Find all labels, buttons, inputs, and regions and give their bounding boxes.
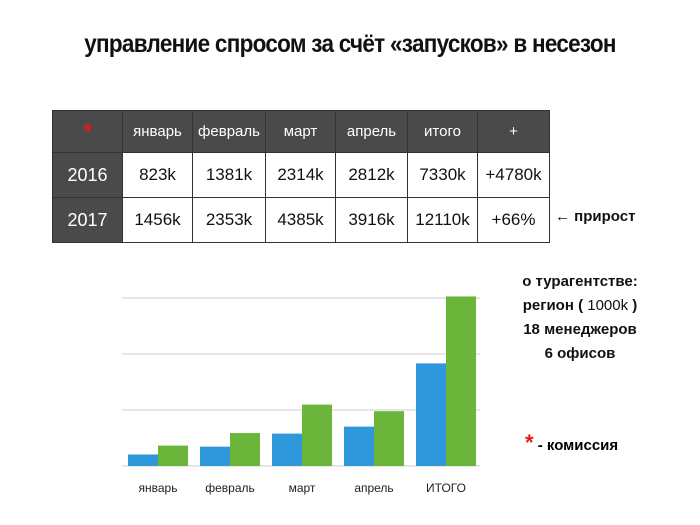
cell: +4780k (477, 152, 550, 198)
asterisk: * (525, 430, 534, 455)
region-close: ) (632, 297, 638, 314)
bar (128, 454, 158, 466)
year-cell: 2017 (52, 197, 123, 243)
x-tick-label: апрель (354, 481, 393, 495)
cell: 823k (122, 152, 193, 198)
table-header-row: * январь февраль март апрель итого + (52, 110, 550, 153)
bar (446, 296, 476, 466)
cell: 12110k (407, 197, 478, 243)
bar (344, 426, 374, 466)
header-cell: февраль (192, 110, 266, 153)
cell: 3916k (335, 197, 408, 243)
year-cell: 2016 (52, 152, 123, 198)
bar (200, 446, 230, 466)
cell: 1456k (122, 197, 193, 243)
cell: 1381k (192, 152, 266, 198)
agency-line: регион ( 1000k ) (510, 294, 650, 318)
agency-line: 18 менеджеров (523, 321, 637, 338)
agency-line: о турагентстве: (522, 273, 638, 290)
growth-label: ← прирост (555, 208, 636, 225)
agency-line: 6 офисов (544, 345, 616, 362)
x-tick-label: январь (139, 481, 178, 495)
bar (374, 411, 404, 466)
x-tick-label: февраль (205, 481, 255, 495)
table-row: 2017 1456k 2353k 4385k 3916k 12110k +66% (52, 197, 550, 243)
cell: 4385k (265, 197, 336, 243)
corner-cell: * (52, 110, 123, 153)
data-table: * январь февраль март апрель итого + 201… (52, 110, 550, 243)
cell: 7330k (407, 152, 478, 198)
cell: +66% (477, 197, 550, 243)
header-cell: январь (122, 110, 193, 153)
region-value: 1000k (587, 297, 629, 314)
header-cell: март (265, 110, 336, 153)
agency-info: о турагентстве: регион ( 1000k ) 18 мене… (510, 270, 650, 366)
legend-note: * - комиссия (525, 430, 618, 456)
bar (302, 404, 332, 466)
header-cell: апрель (335, 110, 408, 153)
cell: 2314k (265, 152, 336, 198)
legend-text: - комиссия (533, 437, 619, 454)
x-tick-label: март (289, 481, 316, 495)
asterisk: * (83, 118, 92, 144)
bar (230, 433, 260, 466)
bar (416, 363, 446, 466)
bar (158, 445, 188, 466)
table-row: 2016 823k 1381k 2314k 2812k 7330k +4780k (52, 152, 550, 198)
slide-title: управление спросом за счёт «запусков» в … (84, 30, 616, 58)
bar (272, 433, 302, 466)
header-cell: + (477, 110, 550, 153)
region-label: регион ( (522, 297, 584, 314)
x-tick-label: ИТОГО (426, 481, 466, 495)
